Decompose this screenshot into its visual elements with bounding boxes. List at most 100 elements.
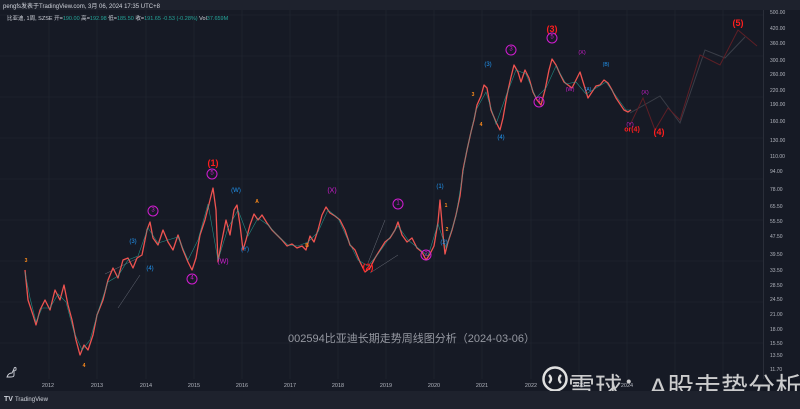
wave-label-minor-1: (1)	[436, 184, 444, 190]
legend-vol: 37.659M	[206, 16, 229, 22]
price-tick: 65.50	[770, 204, 783, 210]
price-tick: 13.50	[770, 353, 783, 359]
wave-label-int-3a: 3	[147, 205, 159, 217]
wave-label-primary-5: (5)	[732, 18, 744, 28]
wave-label-primary-3: (3)	[546, 24, 558, 34]
trend-lines	[104, 219, 399, 309]
legend-change: -0.53 (-0.28%)	[162, 16, 198, 22]
wave-label-minute-a: A	[255, 199, 259, 205]
wave-label-minor-w: (W)	[231, 188, 241, 194]
legend-symbol: 比亚迪, 1周, SZSE	[7, 16, 53, 22]
chart-caption: 002594比亚迪长期走势周线图分析（2024-03-06）	[288, 333, 535, 345]
price-tick: 160.00	[770, 119, 786, 125]
time-axis[interactable]: 2012 2013 2014 2015 2016 2017 2018 2019 …	[0, 379, 763, 391]
wave-label-minute-2: 2	[445, 227, 449, 233]
price-tick: 18.00	[770, 327, 783, 333]
year-tick: 2016	[235, 383, 249, 389]
price-tick: 260.00	[770, 72, 786, 78]
wave-label-int-x2: (X)	[578, 50, 586, 56]
legend-high: 192.98	[89, 16, 107, 22]
year-tick: 2018	[331, 383, 345, 389]
year-tick: 2012	[41, 383, 55, 389]
price-tick: 28.50	[770, 283, 783, 289]
wave-label-minor-b: (B)	[602, 62, 610, 68]
wave-label-int-1: 1	[392, 198, 404, 210]
wave-label-int-4a: 4	[186, 273, 198, 285]
wave-label-int-x3: (X)	[641, 90, 649, 96]
grid-lines	[0, 10, 763, 379]
year-tick: 2023	[572, 383, 586, 389]
legend-vol-label: Vol	[199, 16, 207, 22]
price-path-overlay	[24, 65, 631, 351]
dinosaur-icon	[6, 366, 17, 378]
year-tick: 2015	[187, 383, 201, 389]
price-tick: 500.00	[770, 10, 786, 16]
year-tick: 2014	[139, 383, 153, 389]
price-tick: 110.00	[770, 154, 785, 160]
price-tick: 21.00	[770, 312, 783, 318]
price-tick: 33.50	[770, 268, 783, 274]
wave-label-minor-4b: (4)	[497, 135, 505, 141]
header-bar: pengfs发表于TradingView.com, 3月 06, 2024 17…	[0, 0, 800, 10]
legend-low-label: 低	[108, 16, 114, 22]
price-tick: 130.00	[770, 138, 786, 144]
year-tick: 2022	[524, 383, 538, 389]
legend-close: 191.65	[144, 16, 161, 22]
alt-projection	[629, 36, 746, 125]
year-tick: 2013	[90, 383, 104, 389]
wave-label-int-5a: 5	[206, 168, 218, 180]
wave-label-minor-3a: (3)	[129, 239, 137, 245]
price-tick: 78.00	[770, 187, 783, 193]
publisher-info: pengfs发表于TradingView.com, 3月 06, 2024 17…	[3, 4, 160, 10]
wave-label-int-y: (Y)	[626, 122, 634, 128]
wave-label-minor-3b: (3)	[484, 62, 492, 68]
year-tick: 2020	[427, 383, 441, 389]
wave-label-minor-2: (2)	[440, 240, 448, 246]
xueqiu-logo-icon	[542, 366, 568, 392]
price-tick: 24.50	[770, 297, 783, 303]
legend-low: 185.50	[117, 16, 134, 22]
price-tick: 11.70	[770, 367, 783, 373]
wave-label-primary-or4: or(4)	[624, 126, 640, 134]
price-tick: 360.00	[770, 41, 786, 47]
wave-label-minor-4a: (4)	[146, 266, 154, 272]
wave-label-int-2: 2	[420, 249, 432, 261]
tradingview-logo[interactable]: TV TradingView	[4, 396, 48, 403]
legend-open: 190.00	[62, 16, 80, 22]
wave-label-minute-4b: 4	[479, 122, 483, 128]
wave-label-int-x1: (X)	[327, 187, 337, 195]
chart-area[interactable]: (1) (2) (3) or(4) (4) (5) 3 4 5 (W) (X) …	[0, 10, 763, 379]
primary-projection	[629, 29, 758, 132]
price-tick: 190.00	[770, 102, 786, 108]
price-tick: 420.00	[770, 26, 786, 32]
wave-label-primary-4: (4)	[653, 127, 665, 137]
price-tick: 220.00	[770, 88, 786, 94]
year-tick: 2019	[379, 383, 393, 389]
year-tick: 2021	[475, 383, 489, 389]
price-axis[interactable]: 500.00 420.00 360.00 300.00 260.00 220.0…	[763, 10, 800, 379]
tradingview-brand: TradingView	[14, 396, 48, 403]
wave-label-primary-2: (2)	[362, 262, 374, 272]
legend-open-label: 开	[54, 16, 60, 22]
footer-bar: TV TradingView	[0, 391, 800, 409]
wave-label-int-w1: (W)	[217, 258, 229, 266]
price-chart[interactable]	[0, 10, 763, 379]
price-tick: 55.50	[770, 219, 783, 225]
wave-label-int-4b: 4	[533, 96, 545, 108]
wave-label-int-3b: 3	[505, 44, 517, 56]
wave-label-minute-4a: 4	[82, 363, 86, 369]
year-tick: 2024	[620, 383, 634, 389]
price-tick: 94.00	[770, 169, 783, 175]
wave-label-int-5b: 5	[546, 32, 558, 44]
wave-label-minute-3b: 3	[471, 92, 475, 98]
wave-label-minute-b: B	[305, 243, 309, 249]
wave-label-int-w2: (W)	[565, 87, 575, 93]
tradingview-icon: TV	[4, 396, 13, 403]
price-tick: 300.00	[770, 58, 786, 64]
symbol-legend: 比亚迪, 1周, SZSE 开=190.00 高=192.98 低=185.50…	[7, 16, 229, 22]
legend-close-label: 收	[135, 16, 141, 22]
wave-label-minor-a: (A)	[584, 87, 592, 93]
wave-label-minute-1: 1	[444, 203, 448, 209]
wave-label-primary-1: (1)	[207, 158, 219, 168]
price-tick: 39.50	[770, 252, 783, 258]
